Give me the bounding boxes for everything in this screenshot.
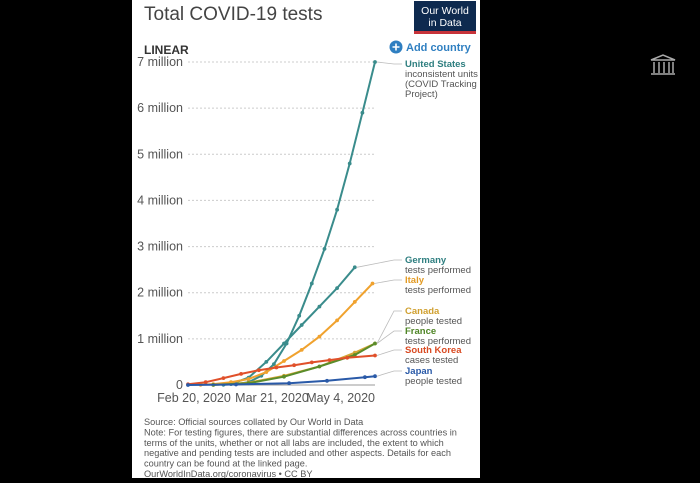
data-point[interactable] xyxy=(352,265,357,270)
data-point[interactable] xyxy=(282,359,286,363)
data-point[interactable] xyxy=(335,286,339,290)
series-line[interactable] xyxy=(187,354,376,386)
data-point[interactable] xyxy=(370,281,375,286)
data-point[interactable] xyxy=(234,382,238,387)
data-point[interactable] xyxy=(345,355,350,360)
add-country-label: Add country xyxy=(406,42,472,54)
y-tick-label: 0 xyxy=(176,378,183,392)
source-link[interactable]: OurWorldInData.org/coronavirus • CC BY xyxy=(144,469,312,479)
source-note-line: Note: For testing figures, there are sub… xyxy=(144,427,457,437)
chart-panel: Total COVID-19 tests Our World in Data L… xyxy=(132,0,480,479)
data-point[interactable] xyxy=(373,374,377,379)
label-connector xyxy=(376,310,402,344)
data-point[interactable] xyxy=(363,375,367,380)
y-tick-label: 5 million xyxy=(137,147,183,161)
series-line[interactable] xyxy=(223,61,376,386)
x-tick-label: May 4, 2020 xyxy=(306,391,375,405)
series-label[interactable]: France xyxy=(405,326,436,337)
source-note-line: country can be found at the linked page. xyxy=(144,459,307,469)
scale-toggle[interactable]: LINEAR xyxy=(144,43,189,57)
series-note: tests performed xyxy=(405,285,471,296)
source-note-line: negative and pending tests are included … xyxy=(144,448,451,458)
label-connector xyxy=(374,279,402,284)
source-note-line: Source: Official sources collated by Our… xyxy=(144,417,364,427)
source-note-line: terms of the units, whether or not all l… xyxy=(144,438,444,448)
y-tick-label: 4 million xyxy=(137,193,183,207)
data-point[interactable] xyxy=(309,281,314,286)
data-point[interactable] xyxy=(352,353,357,357)
y-tick-label: 7 million xyxy=(137,55,183,69)
x-tick-label: Mar 21, 2020 xyxy=(235,391,309,405)
data-point[interactable] xyxy=(221,376,226,380)
data-point[interactable] xyxy=(282,341,286,346)
data-point[interactable] xyxy=(360,110,365,115)
data-point[interactable] xyxy=(264,370,269,374)
data-point[interactable] xyxy=(246,377,251,381)
data-point[interactable] xyxy=(282,374,286,379)
data-point[interactable] xyxy=(264,360,269,364)
data-point[interactable] xyxy=(299,348,304,352)
owid-logo[interactable]: Our World in Data xyxy=(414,1,476,34)
data-point[interactable] xyxy=(352,300,357,304)
label-connector xyxy=(356,259,402,268)
series-note: tests performed xyxy=(405,265,471,276)
data-point[interactable] xyxy=(203,380,208,385)
series-note: people tested xyxy=(405,316,462,327)
y-tick-label: 3 million xyxy=(137,240,183,254)
data-point[interactable] xyxy=(373,341,377,346)
data-point[interactable] xyxy=(299,323,304,327)
series-note: people tested xyxy=(405,376,462,387)
add-country-button[interactable]: Add country xyxy=(389,40,472,55)
series-label[interactable]: United States xyxy=(405,59,466,70)
logo-line-2: in Data xyxy=(428,17,461,29)
data-point[interactable] xyxy=(327,358,332,362)
data-point[interactable] xyxy=(317,334,322,339)
series-line[interactable] xyxy=(200,282,374,386)
data-point[interactable] xyxy=(373,60,377,64)
data-point[interactable] xyxy=(292,363,296,368)
x-tick-label: Feb 20, 2020 xyxy=(157,391,231,405)
data-point[interactable] xyxy=(287,381,291,386)
y-tick-label: 2 million xyxy=(137,286,183,300)
data-point[interactable] xyxy=(186,383,190,387)
data-point[interactable] xyxy=(272,362,276,367)
series-label[interactable]: South Korea xyxy=(405,345,462,356)
series-note: (COVID Tracking xyxy=(405,79,477,90)
series-note: tests performed xyxy=(405,336,471,347)
covid-tests-chart: Total COVID-19 tests Our World in Data L… xyxy=(137,1,478,479)
label-connector xyxy=(376,349,402,356)
data-point[interactable] xyxy=(256,368,261,373)
data-point[interactable] xyxy=(335,318,339,323)
series-label[interactable]: Japan xyxy=(405,366,433,377)
data-point[interactable] xyxy=(322,247,327,251)
data-point[interactable] xyxy=(347,161,352,166)
columns-icon xyxy=(650,54,676,75)
label-connector xyxy=(376,370,402,377)
data-point[interactable] xyxy=(373,353,377,358)
data-point[interactable] xyxy=(239,372,243,376)
data-point[interactable] xyxy=(274,365,279,370)
data-point[interactable] xyxy=(317,364,322,369)
data-point[interactable] xyxy=(309,360,314,365)
logo-line-1: Our World xyxy=(421,5,469,17)
series-note: Project) xyxy=(405,89,438,100)
chart-title: Total COVID-19 tests xyxy=(144,4,322,25)
series-note: cases tested xyxy=(405,355,458,366)
series-label[interactable]: Italy xyxy=(405,275,425,286)
label-connector xyxy=(376,330,402,344)
data-point[interactable] xyxy=(317,304,322,309)
series-label[interactable]: Germany xyxy=(405,255,447,266)
series-label[interactable]: Canada xyxy=(405,306,440,317)
y-tick-label: 6 million xyxy=(137,101,183,115)
data-point[interactable] xyxy=(335,207,339,212)
data-point[interactable] xyxy=(325,378,329,383)
label-connector xyxy=(376,61,402,65)
series-line[interactable] xyxy=(230,266,356,386)
series-note: inconsistent units xyxy=(405,69,478,80)
y-tick-label: 1 million xyxy=(137,332,183,346)
data-point[interactable] xyxy=(297,313,302,318)
